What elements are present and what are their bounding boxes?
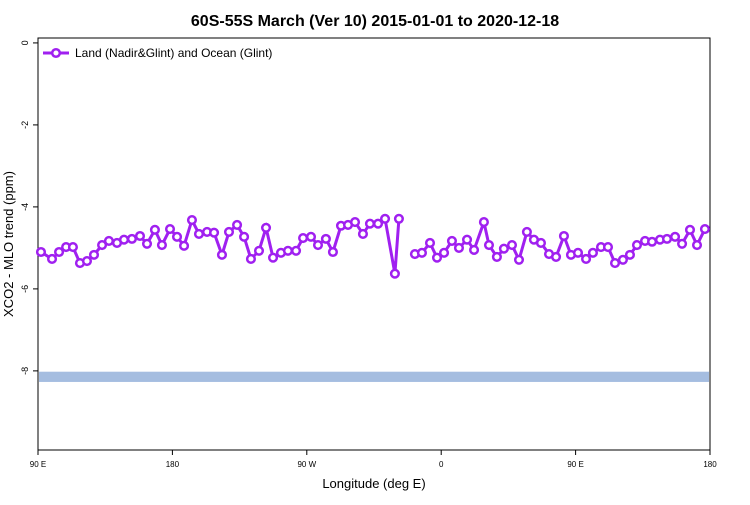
data-point [156,239,167,251]
data-point [602,242,614,253]
data-point [572,247,584,258]
x-tick-label: 90 E [30,460,46,469]
data-point [67,242,78,253]
x-axis-label: Longitude (deg E) [322,476,425,491]
data-point [134,230,146,242]
data-point [357,228,368,240]
data-point [670,231,681,242]
x-tick-label: 90 W [297,460,316,469]
data-point [469,244,480,255]
data-point [290,245,302,256]
y-axis-label: XCO2 - MLO trend (ppm) [1,171,16,317]
data-point [164,223,176,235]
data-point [506,239,518,251]
data-point [389,268,400,279]
y-tick-label: -8 [20,367,30,375]
data-point [54,246,65,258]
data-point [453,242,465,253]
x-tick-label: 0 [439,460,444,469]
data-point [223,226,235,237]
data-point [513,254,525,265]
data-point [647,236,658,247]
data-point [245,253,256,265]
data-point [364,218,376,229]
data-point [141,238,153,249]
data-point [380,213,391,224]
data-point [268,252,279,263]
data-point [209,227,220,238]
data-point [393,213,404,224]
data-point [118,234,130,245]
data-point [661,233,673,244]
x-tick-label: 180 [166,460,180,469]
data-point [186,214,198,226]
legend-label: Land (Nadir&Glint) and Ocean (Glint) [75,46,272,60]
x-tick-label: 180 [703,460,717,469]
plot-frame [37,37,711,451]
data-point [491,251,502,262]
data-point [193,228,205,240]
data-point [550,251,562,262]
data-point [478,217,489,228]
data-point [239,231,250,242]
data-point [558,230,570,242]
data-point [438,247,450,258]
data-point [149,224,160,235]
data-point [624,249,636,260]
data-point [327,246,338,258]
data-point [446,235,458,246]
data-point [46,253,58,265]
data-point [372,218,384,229]
data-point [88,249,100,260]
data-point [461,234,473,245]
data-point [260,222,272,233]
y-tick-label: -6 [20,285,30,293]
data-point [253,245,265,256]
data-point [320,233,331,244]
data-point [178,240,190,251]
data-point [305,231,317,242]
data-point [97,239,108,251]
legend-marker [50,47,62,59]
x-tick-label: 90 E [567,460,583,469]
data-point [609,258,621,269]
data-point [431,252,443,263]
data-point [126,233,137,244]
chart-title: 60S-55S March (Ver 10) 2015-01-01 to 202… [191,13,559,30]
data-point [617,254,628,265]
data-point [349,217,361,228]
data-point [103,235,114,246]
data-point [631,239,643,251]
data-point [81,255,93,267]
y-tick-label: -2 [20,121,30,129]
y-tick-label: -4 [20,203,30,211]
data-point [691,239,703,251]
reference-band [39,371,709,382]
data-point [498,243,509,254]
data-point [587,247,598,258]
data-point [216,249,228,260]
data-point [535,237,547,249]
y-tick-label: 0 [20,40,30,45]
data-point [312,239,324,251]
data-point [282,245,294,256]
data-point [424,237,436,249]
data-point [232,219,243,230]
data-point [684,224,696,235]
data-point [483,239,495,251]
data-point [298,233,309,244]
data-point [35,246,47,258]
data-point [416,247,427,258]
data-point [699,223,710,235]
data-point [677,238,688,249]
data-point [581,253,592,265]
data-point [171,231,183,242]
data-point [521,226,532,237]
